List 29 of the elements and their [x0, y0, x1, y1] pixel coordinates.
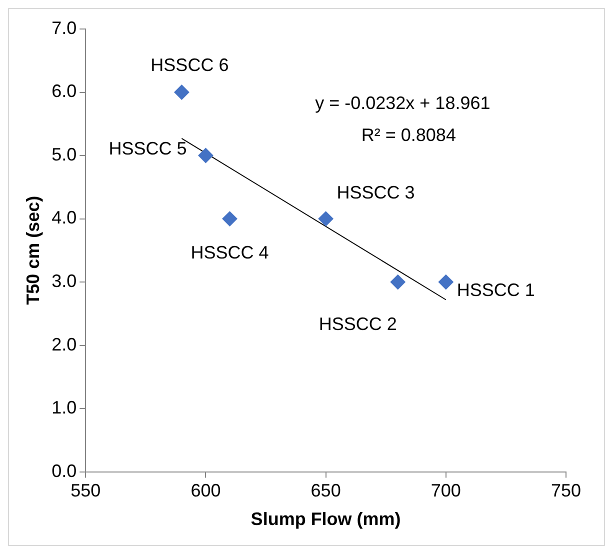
point: [390, 274, 406, 290]
y-tick-label: 0.0: [52, 460, 77, 481]
annotation: R² = 0.8084: [361, 124, 456, 145]
y-tick-label: 4.0: [52, 208, 77, 228]
point: [174, 84, 190, 100]
y-tick-label: 1.0: [52, 398, 77, 418]
annotation: HSSCC 6: [150, 55, 229, 76]
x-tick-label: 650: [310, 480, 341, 501]
x-tick-label: 600: [190, 480, 221, 501]
annotation: y = -0.0232x + 18.961: [315, 92, 490, 113]
point: [438, 274, 454, 290]
x-tick-label: 700: [430, 480, 461, 501]
y-tick-label: 5.0: [52, 144, 77, 164]
y-tick-label: 6.0: [52, 81, 77, 102]
y-tick-label: 3.0: [52, 270, 77, 291]
x-tick-label: 750: [550, 480, 582, 501]
y-tick-label: 7.0: [52, 18, 77, 38]
point: [198, 148, 214, 164]
x-axis-title: Slump Flow (mm): [250, 509, 401, 530]
x-tick-label: 550: [70, 480, 101, 501]
annotation: HSSCC 5: [108, 138, 187, 158]
annotation: HSSCC 2: [318, 314, 397, 334]
annotation: HSSCC 1: [456, 280, 535, 300]
y-tick-label: 2.0: [52, 334, 77, 354]
annotation: HSSCC 3: [336, 182, 415, 203]
point: [222, 211, 238, 226]
y-axis-title: T50 cm (sec): [22, 196, 43, 305]
point: [318, 211, 334, 226]
annotation: HSSCC 4: [190, 242, 269, 263]
